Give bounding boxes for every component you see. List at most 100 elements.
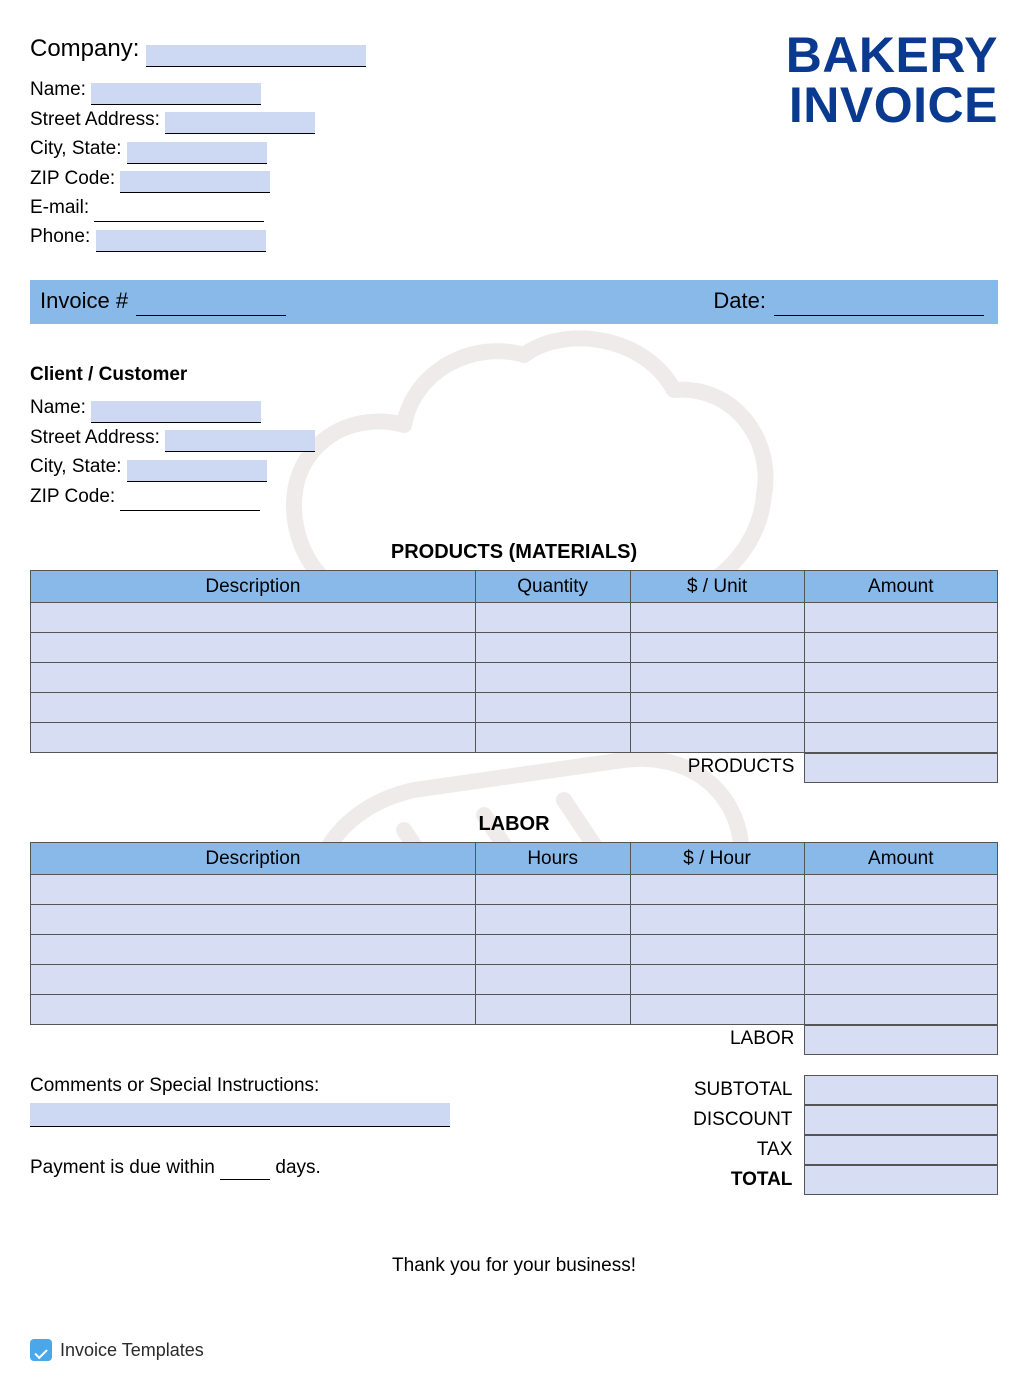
- products-cell[interactable]: [475, 633, 630, 663]
- labor-cell[interactable]: [31, 875, 476, 905]
- client-city-input[interactable]: [127, 460, 267, 482]
- products-cell[interactable]: [630, 603, 804, 633]
- products-cell[interactable]: [475, 723, 630, 753]
- name-input[interactable]: [91, 83, 261, 105]
- labor-cell[interactable]: [630, 995, 804, 1025]
- client-heading: Client / Customer: [30, 360, 998, 389]
- company-block: Company: Name: Street Address: City, Sta…: [30, 30, 366, 252]
- footer: Invoice Templates: [30, 1339, 204, 1361]
- products-cell[interactable]: [31, 633, 476, 663]
- labor-cell[interactable]: [804, 995, 997, 1025]
- products-cell[interactable]: [804, 603, 997, 633]
- title-line-2: INVOICE: [786, 80, 998, 130]
- company-label: Company:: [30, 35, 139, 62]
- products-cell[interactable]: [630, 663, 804, 693]
- client-city-label: City, State:: [30, 456, 122, 477]
- labor-cell[interactable]: [804, 965, 997, 995]
- products-cell[interactable]: [804, 693, 997, 723]
- labor-cell[interactable]: [475, 965, 630, 995]
- labor-cell[interactable]: [804, 935, 997, 965]
- products-cell[interactable]: [630, 723, 804, 753]
- products-cell[interactable]: [475, 693, 630, 723]
- products-subtotal-label: PRODUCTS: [630, 753, 804, 783]
- labor-cell[interactable]: [31, 935, 476, 965]
- labor-column-header: Hours: [475, 843, 630, 875]
- totals-label: DISCOUNT: [611, 1105, 805, 1135]
- city-input[interactable]: [127, 142, 267, 164]
- products-subtotal-cell[interactable]: [804, 753, 998, 783]
- client-zip-label: ZIP Code:: [30, 486, 115, 507]
- products-cell[interactable]: [31, 603, 476, 633]
- footer-text: Invoice Templates: [60, 1340, 204, 1361]
- labor-cell[interactable]: [475, 875, 630, 905]
- totals-value-cell[interactable]: [804, 1165, 998, 1195]
- labor-cell[interactable]: [630, 875, 804, 905]
- table-row: [31, 603, 998, 633]
- labor-cell[interactable]: [475, 905, 630, 935]
- client-name-input[interactable]: [91, 401, 261, 423]
- products-cell[interactable]: [475, 663, 630, 693]
- labor-cell[interactable]: [475, 995, 630, 1025]
- labor-subtotal-cell[interactable]: [804, 1025, 998, 1055]
- phone-input[interactable]: [96, 230, 266, 252]
- labor-cell[interactable]: [31, 995, 476, 1025]
- totals-row: TAX: [611, 1135, 998, 1165]
- labor-cell[interactable]: [475, 935, 630, 965]
- products-cell[interactable]: [31, 693, 476, 723]
- payment-suffix: days.: [275, 1157, 320, 1178]
- products-cell[interactable]: [475, 603, 630, 633]
- products-cell[interactable]: [804, 633, 997, 663]
- comments-input[interactable]: [30, 1103, 450, 1127]
- client-street-input[interactable]: [165, 430, 315, 452]
- labor-cell[interactable]: [630, 965, 804, 995]
- client-street-label: Street Address:: [30, 427, 160, 448]
- labor-cell[interactable]: [630, 935, 804, 965]
- table-row: [31, 935, 998, 965]
- phone-label: Phone:: [30, 226, 90, 247]
- products-cell[interactable]: [630, 633, 804, 663]
- products-column-header: Amount: [804, 571, 997, 603]
- client-zip-input[interactable]: [120, 489, 260, 511]
- client-name-label: Name:: [30, 397, 86, 418]
- table-row: [31, 693, 998, 723]
- zip-input[interactable]: [120, 171, 270, 193]
- table-row: [31, 663, 998, 693]
- street-input[interactable]: [165, 112, 315, 134]
- table-row: [31, 633, 998, 663]
- labor-section-title: LABOR: [30, 813, 998, 836]
- labor-cell[interactable]: [804, 875, 997, 905]
- company-input[interactable]: [146, 45, 366, 67]
- products-cell[interactable]: [804, 723, 997, 753]
- totals-value-cell[interactable]: [804, 1135, 998, 1165]
- totals-row: SUBTOTAL: [611, 1075, 998, 1105]
- products-column-header: Quantity: [475, 571, 630, 603]
- labor-cell[interactable]: [804, 905, 997, 935]
- labor-table: DescriptionHours$ / HourAmount: [30, 842, 998, 1025]
- products-column-header: $ / Unit: [630, 571, 804, 603]
- street-label: Street Address:: [30, 109, 160, 130]
- products-cell[interactable]: [31, 723, 476, 753]
- products-cell[interactable]: [31, 663, 476, 693]
- labor-cell[interactable]: [31, 905, 476, 935]
- labor-column-header: Amount: [804, 843, 997, 875]
- products-table: DescriptionQuantity$ / UnitAmount: [30, 570, 998, 753]
- email-input[interactable]: [94, 200, 264, 222]
- labor-column-header: Description: [31, 843, 476, 875]
- invoice-number-input[interactable]: [136, 292, 286, 316]
- date-input[interactable]: [774, 292, 984, 316]
- payment-days-input[interactable]: [220, 1158, 270, 1180]
- totals-value-cell[interactable]: [804, 1075, 998, 1105]
- invoice-bar: Invoice # Date:: [30, 280, 998, 324]
- check-logo-icon: [30, 1339, 52, 1361]
- labor-cell[interactable]: [31, 965, 476, 995]
- totals-row: DISCOUNT: [611, 1105, 998, 1135]
- products-cell[interactable]: [630, 693, 804, 723]
- totals-label: SUBTOTAL: [611, 1075, 805, 1105]
- payment-prefix: Payment is due within: [30, 1157, 215, 1178]
- totals-value-cell[interactable]: [804, 1105, 998, 1135]
- name-label: Name:: [30, 79, 86, 100]
- title-line-1: BAKERY: [786, 30, 998, 80]
- products-cell[interactable]: [804, 663, 997, 693]
- client-block: Client / Customer Name: Street Address: …: [30, 360, 998, 511]
- labor-cell[interactable]: [630, 905, 804, 935]
